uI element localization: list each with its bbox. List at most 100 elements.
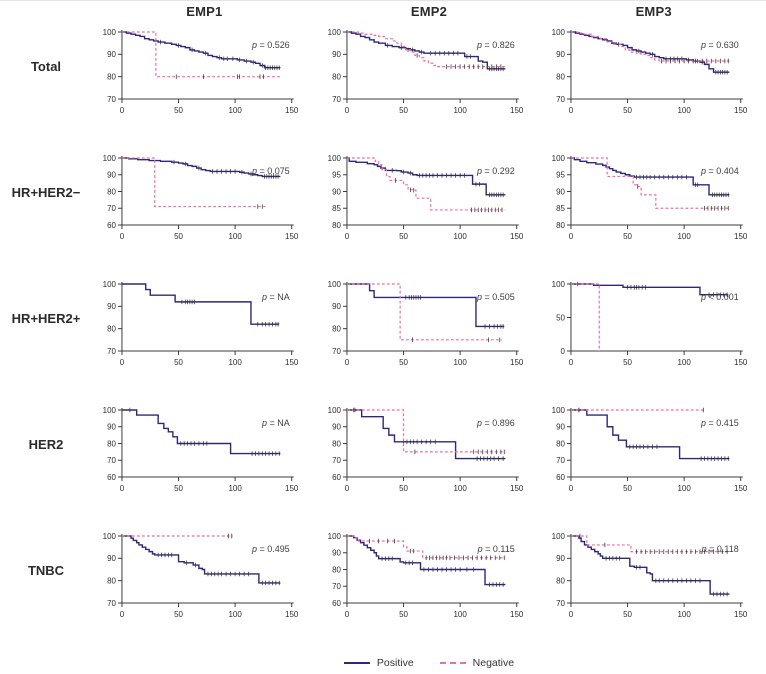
legend: Positive Negative bbox=[92, 651, 766, 674]
svg-text:0: 0 bbox=[569, 106, 574, 115]
y-axis: 60 70 80 90 100 bbox=[103, 406, 122, 482]
svg-text:100: 100 bbox=[327, 154, 341, 163]
y-axis: 70 80 90 100 bbox=[103, 28, 122, 104]
km-panel-r3-c2: 60 70 80 90 100 0 50 100 150 p = 0.415 bbox=[552, 406, 748, 493]
axes bbox=[570, 156, 744, 226]
x-axis: 0 50 100 150 bbox=[569, 351, 748, 367]
x-axis: 0 50 100 150 bbox=[120, 603, 299, 619]
svg-text:70: 70 bbox=[107, 204, 116, 213]
panel-cell-r1-c0: 60 70 80 90 100 0 50 100 150 p = 0.075 bbox=[92, 147, 317, 273]
svg-text:100: 100 bbox=[678, 358, 692, 367]
panel-cell-r4-c2: 70 80 90 100 0 50 100 150 p = 0.118 bbox=[541, 525, 766, 651]
x-axis: 0 50 100 150 bbox=[344, 351, 524, 367]
svg-text:80: 80 bbox=[332, 439, 341, 448]
positive-censor-marks bbox=[605, 556, 728, 597]
svg-text:90: 90 bbox=[556, 423, 565, 432]
svg-text:100: 100 bbox=[552, 532, 566, 541]
negative-censor-marks bbox=[661, 58, 729, 64]
svg-text:70: 70 bbox=[332, 582, 341, 591]
p-value-label: p = 0.404 bbox=[700, 166, 739, 176]
column-header-emp2: EMP2 bbox=[410, 3, 448, 19]
svg-text:100: 100 bbox=[552, 406, 566, 415]
positive-curve bbox=[121, 409, 281, 455]
km-panel-grid: Total 70 80 90 100 0 50 100 150 p = 0.526 70 80 90 10… bbox=[0, 21, 766, 651]
svg-text:90: 90 bbox=[556, 187, 565, 196]
svg-text:100: 100 bbox=[228, 232, 242, 241]
svg-text:85: 85 bbox=[556, 204, 565, 213]
svg-text:100: 100 bbox=[103, 154, 117, 163]
svg-text:80: 80 bbox=[332, 565, 341, 574]
negative-censor-marks bbox=[578, 407, 705, 413]
positive-curve bbox=[571, 535, 730, 595]
svg-text:50: 50 bbox=[399, 484, 408, 493]
y-axis: 0 50 100 bbox=[552, 280, 572, 356]
x-axis: 0 50 100 150 bbox=[120, 99, 299, 115]
panel-cell-r2-c2: 0 50 100 0 50 100 150 p < 0.001 bbox=[541, 273, 766, 399]
svg-text:100: 100 bbox=[453, 484, 467, 493]
svg-text:70: 70 bbox=[556, 599, 565, 608]
negative-curve bbox=[571, 31, 730, 62]
positive-curve bbox=[121, 283, 280, 325]
chart-row-1: HR+HER2− 60 70 80 90 100 0 50 100 150 p = 0.075 80 8… bbox=[0, 147, 766, 273]
svg-text:150: 150 bbox=[510, 358, 524, 367]
svg-text:100: 100 bbox=[678, 610, 692, 619]
negative-censor-marks bbox=[257, 204, 263, 209]
positive-censor-marks bbox=[627, 285, 728, 298]
km-panel-r1-c1: 80 85 90 95 100 0 50 100 150 p = 0.292 bbox=[327, 154, 523, 241]
y-axis: 60 70 80 90 100 bbox=[552, 406, 572, 482]
svg-text:90: 90 bbox=[332, 423, 341, 432]
y-axis: 80 85 90 95 100 bbox=[552, 154, 572, 230]
y-axis: 60 70 80 90 100 bbox=[103, 154, 122, 230]
svg-text:70: 70 bbox=[332, 456, 341, 465]
svg-text:100: 100 bbox=[552, 280, 566, 289]
svg-text:90: 90 bbox=[556, 554, 565, 563]
positive-curve bbox=[346, 283, 504, 328]
y-axis: 70 80 90 100 bbox=[552, 28, 572, 104]
chart-row-3: HER2 60 70 80 90 100 0 50 100 150 p = NA 60 70 80 90 10… bbox=[0, 399, 766, 525]
svg-text:150: 150 bbox=[734, 232, 748, 241]
chart-row-2: HR+HER2+ 70 80 90 100 0 50 100 150 p = NA 70 80 90 10… bbox=[0, 273, 766, 399]
axes bbox=[121, 282, 294, 352]
svg-text:150: 150 bbox=[285, 610, 299, 619]
svg-text:80: 80 bbox=[107, 439, 116, 448]
panel-cell-r3-c2: 60 70 80 90 100 0 50 100 150 p = 0.415 bbox=[541, 399, 766, 525]
km-panel-r1-c0: 60 70 80 90 100 0 50 100 150 p = 0.075 bbox=[103, 154, 299, 241]
y-axis: 70 80 90 100 bbox=[103, 532, 122, 608]
svg-text:50: 50 bbox=[174, 106, 183, 115]
positive-censor-marks bbox=[181, 299, 279, 327]
positive-curve bbox=[121, 31, 281, 69]
km-panel-r2-c2: 0 50 100 0 50 100 150 p < 0.001 bbox=[552, 280, 748, 367]
svg-text:100: 100 bbox=[228, 484, 242, 493]
svg-text:50: 50 bbox=[399, 358, 408, 367]
svg-text:150: 150 bbox=[285, 106, 299, 115]
column-headers: EMP1 EMP2 EMP3 bbox=[0, 1, 766, 21]
y-axis: 70 80 90 100 bbox=[103, 280, 122, 356]
svg-text:50: 50 bbox=[623, 358, 632, 367]
svg-text:50: 50 bbox=[623, 232, 632, 241]
svg-text:150: 150 bbox=[734, 358, 748, 367]
p-value-label: p = 0.526 bbox=[251, 40, 290, 50]
positive-curve bbox=[346, 535, 506, 586]
negative-curve bbox=[571, 157, 730, 209]
svg-text:0: 0 bbox=[569, 484, 574, 493]
svg-text:90: 90 bbox=[332, 549, 341, 558]
svg-text:80: 80 bbox=[332, 324, 341, 333]
p-value-label: p = 0.075 bbox=[251, 166, 290, 176]
negative-curve bbox=[346, 535, 506, 559]
chart-row-0: Total 70 80 90 100 0 50 100 150 p = 0.526 70 80 90 10… bbox=[0, 21, 766, 147]
svg-text:100: 100 bbox=[103, 28, 117, 37]
x-axis: 0 50 100 150 bbox=[120, 351, 299, 367]
km-panel-r4-c0: 70 80 90 100 0 50 100 150 p = 0.495 bbox=[103, 532, 299, 619]
positive-censor-marks bbox=[160, 39, 280, 71]
legend-label-negative: Negative bbox=[472, 657, 515, 669]
svg-text:0: 0 bbox=[561, 347, 566, 356]
svg-text:150: 150 bbox=[510, 610, 524, 619]
svg-text:50: 50 bbox=[174, 610, 183, 619]
svg-text:0: 0 bbox=[569, 610, 574, 619]
svg-text:0: 0 bbox=[120, 232, 125, 241]
negative-curve bbox=[346, 157, 506, 211]
svg-text:60: 60 bbox=[556, 473, 565, 482]
panel-cell-r3-c1: 60 70 80 90 100 0 50 100 150 p = 0.896 bbox=[317, 399, 542, 525]
column-header-emp1: EMP1 bbox=[186, 3, 223, 19]
